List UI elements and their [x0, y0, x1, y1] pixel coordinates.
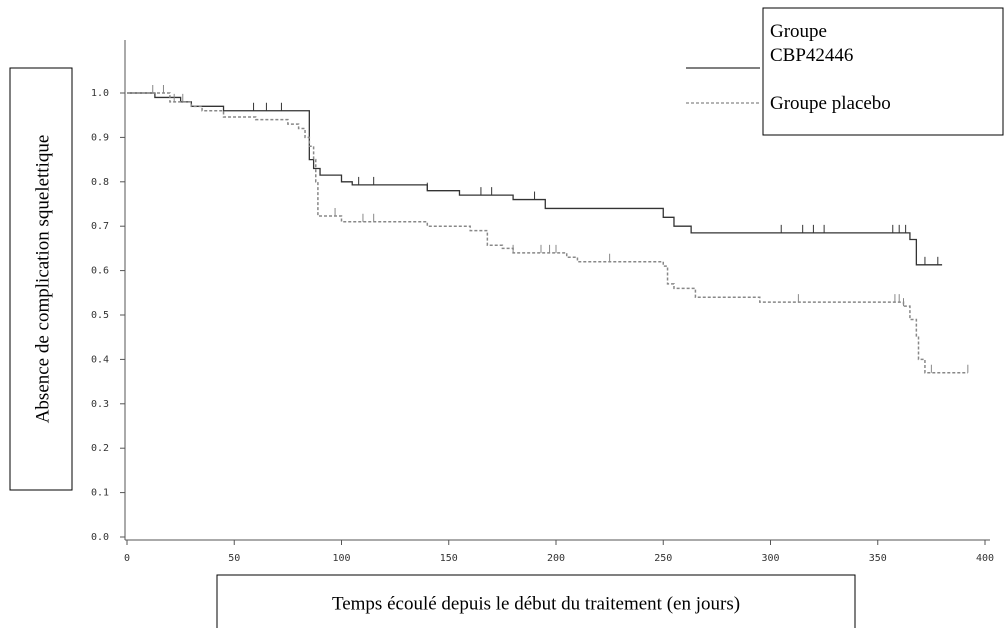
x-title-box — [216, 574, 856, 628]
survival-line — [127, 92, 943, 266]
y-tick-label: 0.4 — [91, 354, 109, 365]
x-tick-label: 350 — [869, 553, 887, 564]
y-tick-label: 0.3 — [91, 399, 109, 410]
survival-line — [127, 92, 968, 374]
y-axis-title: Absence de complication squelettique — [32, 135, 53, 424]
x-axis-title: Temps écoulé depuis le début du traiteme… — [332, 593, 740, 614]
x-tick-label: 200 — [547, 553, 565, 564]
x-tick-label: 300 — [761, 553, 779, 564]
legend-label: Groupe CBP42446 — [770, 21, 854, 66]
x-tick-label: 150 — [440, 553, 458, 564]
x-tick-label: 400 — [976, 553, 994, 564]
y-tick-label: 0.7 — [91, 221, 109, 232]
legend-box — [762, 7, 1004, 136]
y-tick-label: 0.5 — [91, 310, 109, 321]
y-tick-label: 0.2 — [91, 443, 109, 454]
y-tick-label: 0.8 — [91, 177, 109, 188]
y-tick-label: 0.1 — [91, 488, 109, 499]
x-tick-label: 50 — [228, 553, 240, 564]
y-tick-label: 1.0 — [91, 88, 109, 99]
x-tick-label: 0 — [124, 553, 130, 564]
y-tick-label: 0.0 — [91, 532, 109, 543]
y-title-box — [9, 67, 73, 491]
x-tick-label: 250 — [654, 553, 672, 564]
y-tick-label: 0.6 — [91, 266, 109, 277]
y-tick-label: 0.9 — [91, 132, 109, 143]
legend-label: Groupe placebo — [770, 93, 891, 114]
x-tick-label: 100 — [332, 553, 350, 564]
